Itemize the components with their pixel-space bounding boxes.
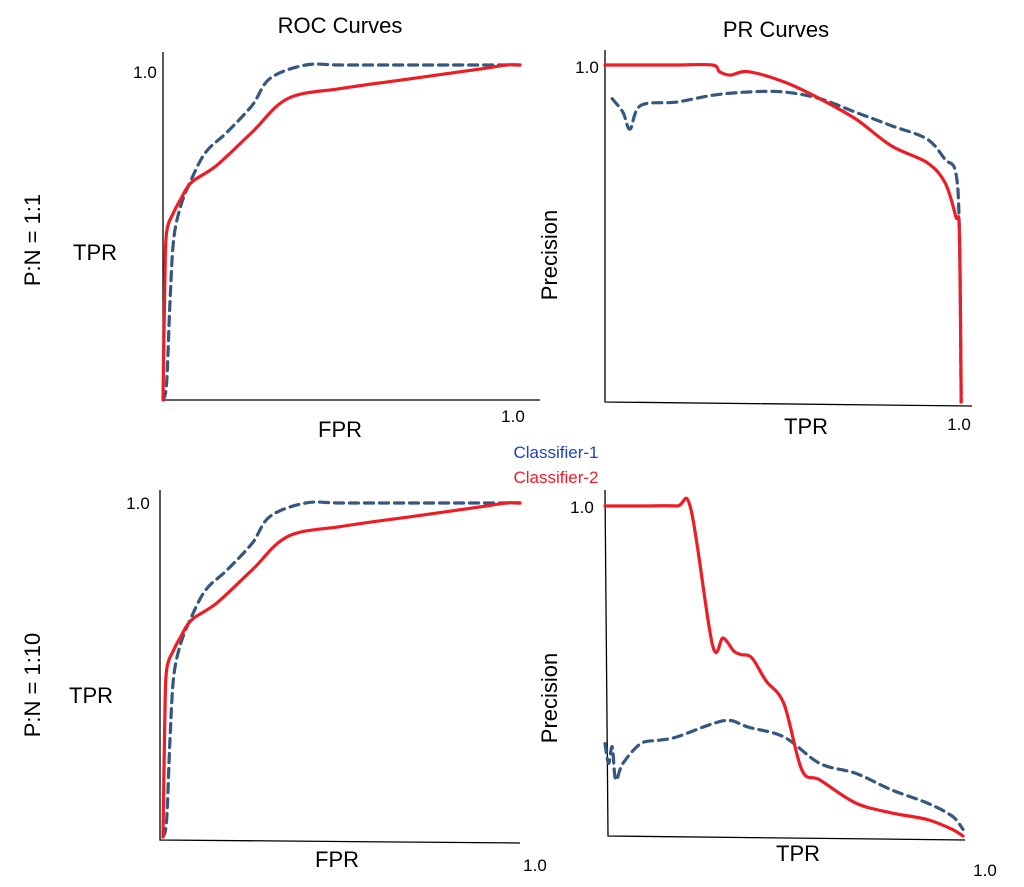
x-tick-label: 1.0 [501,407,525,426]
series-line-classifier-1 [161,62,522,402]
x-axis-label: FPR [315,847,359,872]
x-tick-label: 1.0 [947,415,971,434]
axes [159,490,521,844]
axes [604,50,973,407]
y-axis-label: TPR [73,240,117,265]
x-axis-label: FPR [318,417,362,442]
series-line-classifier-1 [603,718,965,831]
column-title-pr: PR Curves [723,17,829,42]
column-title-roc: ROC Curves [278,13,403,38]
y-axis-label: Precision [537,653,562,743]
y-tick-label: 1.0 [570,498,594,517]
series-line-classifier-1 [610,89,963,404]
y-axis-label: TPR [69,683,113,708]
y-tick-label: 1.0 [133,63,157,82]
y-tick-label: 1.0 [575,58,599,77]
row-label-2: P:N = 1:10 [20,633,45,738]
y-tick-label: 1.0 [126,494,150,513]
series-line-classifier-2 [161,501,522,839]
x-tick-label: 1.0 [973,861,997,880]
axes [604,489,966,841]
series-line-classifier-2 [161,63,522,402]
series-line-classifier-2 [603,62,963,404]
chart-panel-4: 1.0 1.0 TPR Precision [537,489,997,880]
x-tick-label: 1.0 [523,856,547,875]
x-axis-label: TPR [776,841,820,866]
chart-panel-3: 1.0 1.0 FPR TPR [69,490,547,875]
series-line-classifier-1 [161,500,522,839]
legend-classifier-2: Classifier-2 [513,468,598,487]
axes [162,52,540,401]
x-axis-label: TPR [784,414,828,439]
row-label-1: P:N = 1:1 [20,194,45,286]
chart-panel-1: 1.0 1.0 FPR TPR [73,52,540,442]
legend-classifier-1: Classifier-1 [513,443,598,462]
series-line-classifier-2 [603,496,965,838]
y-axis-label: Precision [537,210,562,300]
chart-panel-2: 1.0 1.0 TPR Precision [537,50,973,439]
